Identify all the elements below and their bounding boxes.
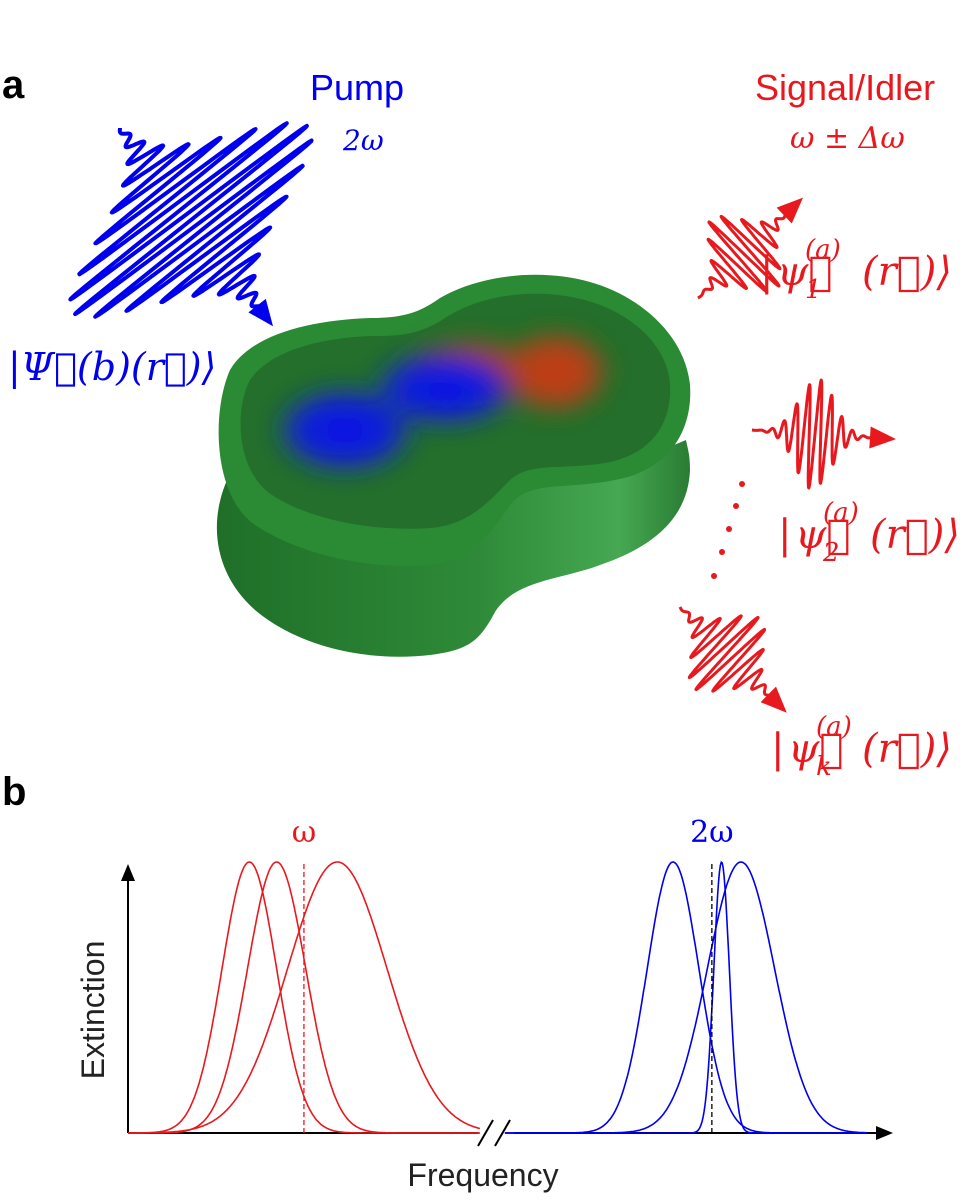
signal-wave-packet-2 [750,378,896,490]
svg-text:(r⃗)⟩: (r⃗)⟩ [862,249,952,295]
axis-break [477,1118,514,1147]
panel-label-b: b [2,770,26,814]
field-hotspots [273,328,613,475]
x-axis-title: Frequency [407,1157,558,1193]
signal-state-k: | ψ⃗ (a) k (r⃗)⟩ [771,712,952,782]
signal-state-2: | ψ⃗ (a) 2 (r⃗)⟩ [778,498,960,568]
nanoparticle [216,274,691,657]
signal-idler-title: Signal/Idler [755,67,935,108]
svg-text:(r⃗)⟩: (r⃗)⟩ [862,726,952,772]
pump-frequency: 2ω [342,124,384,157]
svg-text:(r⃗)⟩: (r⃗)⟩ [870,512,960,558]
spectrum-peak-2omega-2 [504,860,868,1134]
signal-state-1: | ψ⃗ (a) 1 (r⃗)⟩ [760,235,952,305]
group-label-2omega: 2ω [690,815,734,850]
pump-wave-packet [68,121,314,327]
svg-text:k: k [816,752,832,782]
panel-label-a: a [2,63,25,107]
group-label-omega: ω [292,815,316,850]
svg-text:(a): (a) [805,235,841,265]
x-axis-arrow [876,1126,893,1140]
svg-text:ψ⃗: ψ⃗ [788,726,843,772]
svg-text:ψ⃗: ψ⃗ [777,249,832,295]
svg-text:(a): (a) [816,712,852,742]
svg-text:1: 1 [805,275,822,305]
svg-text:|: | [760,249,773,295]
signal-idler-frequency: ω ± Δω [790,121,905,156]
signal-wave-packet-k [678,605,787,713]
svg-text:|: | [771,726,784,772]
pump-title: Pump [310,67,404,108]
y-axis-arrow [121,864,135,881]
y-axis-title: Extinction [75,941,111,1080]
svg-text:|: | [778,512,791,558]
spectra-chart: ω 2ω Frequency Extinction [75,815,893,1193]
spectrum-peak-2omega-3 [504,861,868,1134]
spectrum-peak-2omega-1 [504,861,868,1134]
svg-text:ψ⃗: ψ⃗ [795,512,850,558]
svg-text:2: 2 [822,538,840,568]
svg-text:(a): (a) [823,498,859,528]
signal-wave-packet-1 [696,197,803,300]
ellipsis-dots [711,481,745,579]
pump-state: |Ψ⃗(b)(r⃗)⟩ [8,345,216,389]
